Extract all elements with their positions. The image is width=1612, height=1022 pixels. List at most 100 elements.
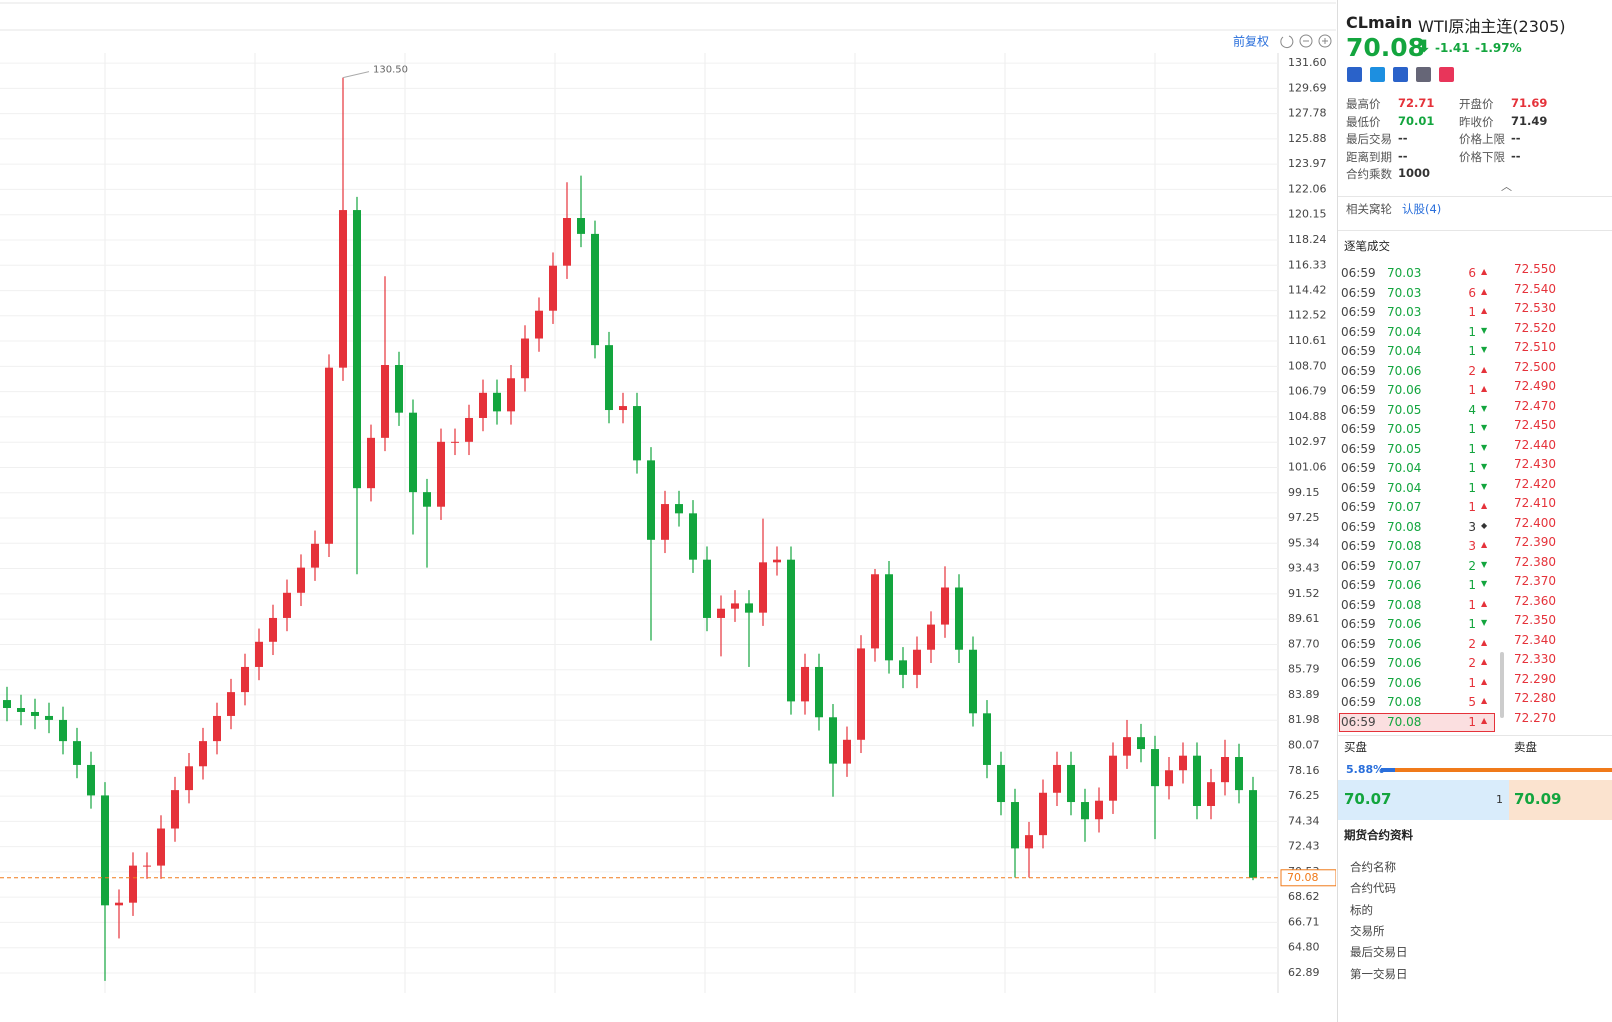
trade-direction: ▼ [1481, 462, 1488, 471]
candle-body [535, 310, 543, 339]
trade-direction: ◆ [1481, 520, 1488, 530]
y-tick-label: 72.43 [1288, 840, 1320, 853]
toolbar-icons[interactable] [1280, 34, 1332, 49]
candle-body [185, 766, 193, 791]
market-icon[interactable] [1393, 67, 1408, 82]
market-icon[interactable] [1370, 67, 1385, 82]
ladder-price: 72.520 [1514, 320, 1556, 335]
trade-volume: 2 [1468, 558, 1476, 573]
candle-body [1053, 764, 1061, 793]
trade-price: 70.08 [1387, 539, 1422, 553]
trade-price: 70.08 [1387, 519, 1422, 534]
zoom-out-icon[interactable] [1299, 34, 1313, 48]
trade-price: 70.03 [1387, 305, 1422, 319]
price-change-pct: -1.97% [1475, 41, 1522, 55]
ladder-price: 72.400 [1514, 515, 1556, 530]
y-tick-label: 123.97 [1288, 157, 1327, 170]
candle-body [409, 412, 417, 493]
candle-body [227, 692, 235, 716]
hr [1338, 735, 1612, 736]
trade-time: 06:59 [1341, 578, 1376, 592]
warrants-tab[interactable]: 认股(4) [1402, 202, 1442, 216]
candle-body [801, 666, 809, 702]
candle-body [731, 603, 739, 609]
candle-body [885, 574, 893, 661]
candle-body [1137, 737, 1145, 750]
y-tick-label: 85.79 [1288, 663, 1320, 676]
y-tick-label: 114.42 [1288, 284, 1327, 297]
trade-price: 70.06 [1387, 675, 1422, 690]
stat-label: 最低价 [1346, 114, 1381, 129]
candle-body [955, 587, 963, 650]
trade-volume: 1 [1468, 480, 1476, 495]
y-tick-label: 120.15 [1288, 208, 1327, 221]
candle-body [647, 460, 655, 540]
ladder-price: 72.280 [1514, 691, 1556, 705]
candle-body [787, 559, 795, 702]
trade-volume: 2 [1468, 656, 1476, 670]
candle-body [773, 559, 781, 563]
info-label: 合约代码 [1350, 881, 1396, 896]
candle-body [353, 210, 361, 489]
candle-body [997, 764, 1005, 803]
candle-body [1039, 792, 1047, 836]
ladder-price: 72.330 [1514, 652, 1556, 666]
ladder-price: 72.490 [1514, 379, 1556, 393]
ladder-price: 72.450 [1514, 418, 1556, 432]
candle-body [941, 587, 949, 625]
trade-price: 70.08 [1387, 695, 1422, 709]
trade-price: 70.07 [1387, 500, 1422, 514]
zoom-in-icon[interactable] [1318, 34, 1332, 48]
trade-price: 70.03 [1387, 266, 1422, 280]
trade-time: 06:59 [1341, 324, 1376, 339]
market-icon[interactable] [1347, 67, 1362, 82]
trade-time: 06:59 [1341, 617, 1376, 631]
candle-body [983, 713, 991, 765]
last-price-label: 70.08 [1287, 871, 1319, 884]
market-icon[interactable] [1416, 67, 1431, 82]
y-tick-label: 62.89 [1288, 966, 1320, 979]
info-label: 交易所 [1350, 923, 1385, 938]
trade-price: 70.04 [1387, 480, 1422, 495]
market-icon[interactable] [1439, 67, 1454, 82]
y-tick-label: 112.52 [1288, 309, 1327, 322]
related-tab[interactable]: 相关窝轮 [1346, 202, 1392, 216]
candle-body [577, 218, 585, 234]
trade-volume: 1 [1468, 305, 1476, 319]
y-tick-label: 76.25 [1288, 789, 1320, 802]
down-arrow: ⬇ [1417, 37, 1432, 57]
candle-body [969, 649, 977, 714]
trade-time: 06:59 [1341, 422, 1376, 436]
trade-time: 06:59 [1341, 558, 1376, 573]
trade-time: 06:59 [1341, 266, 1376, 280]
buy-bar [1381, 768, 1395, 772]
ladder-price: 72.390 [1514, 535, 1556, 549]
trade-direction: ▼ [1481, 423, 1488, 432]
trade-price: 70.04 [1387, 461, 1422, 475]
trade-price: 70.03 [1387, 285, 1422, 300]
candle-body [311, 543, 319, 568]
candle-body [213, 715, 221, 742]
adjust-button[interactable]: 前复权 [1233, 34, 1269, 49]
trade-volume: 1 [1468, 324, 1476, 339]
info-label: 最后交易日 [1350, 945, 1408, 960]
trade-price: 70.05 [1387, 402, 1422, 417]
trade-price: 70.05 [1387, 422, 1422, 436]
trade-direction: ▲ [1481, 306, 1488, 315]
ladder-price: 72.500 [1514, 359, 1556, 374]
instrument-name: WTI原油主连(2305) [1418, 17, 1566, 36]
candle-body [745, 603, 753, 613]
undo-icon[interactable] [1280, 35, 1294, 49]
candle-body [101, 795, 109, 906]
y-tick-label: 81.98 [1288, 713, 1320, 726]
trade-time: 06:59 [1341, 383, 1376, 397]
candle-body [843, 739, 851, 764]
trade-direction: ▲ [1481, 715, 1488, 725]
trade-price: 70.08 [1387, 597, 1422, 612]
ladder-price: 72.430 [1514, 457, 1556, 471]
stat-value: -- [1511, 131, 1521, 145]
trade-volume: 6 [1468, 285, 1476, 300]
trade-time: 06:59 [1341, 539, 1376, 553]
stat-label: 价格下限 [1459, 149, 1505, 164]
trade-volume: 1 [1468, 500, 1476, 514]
